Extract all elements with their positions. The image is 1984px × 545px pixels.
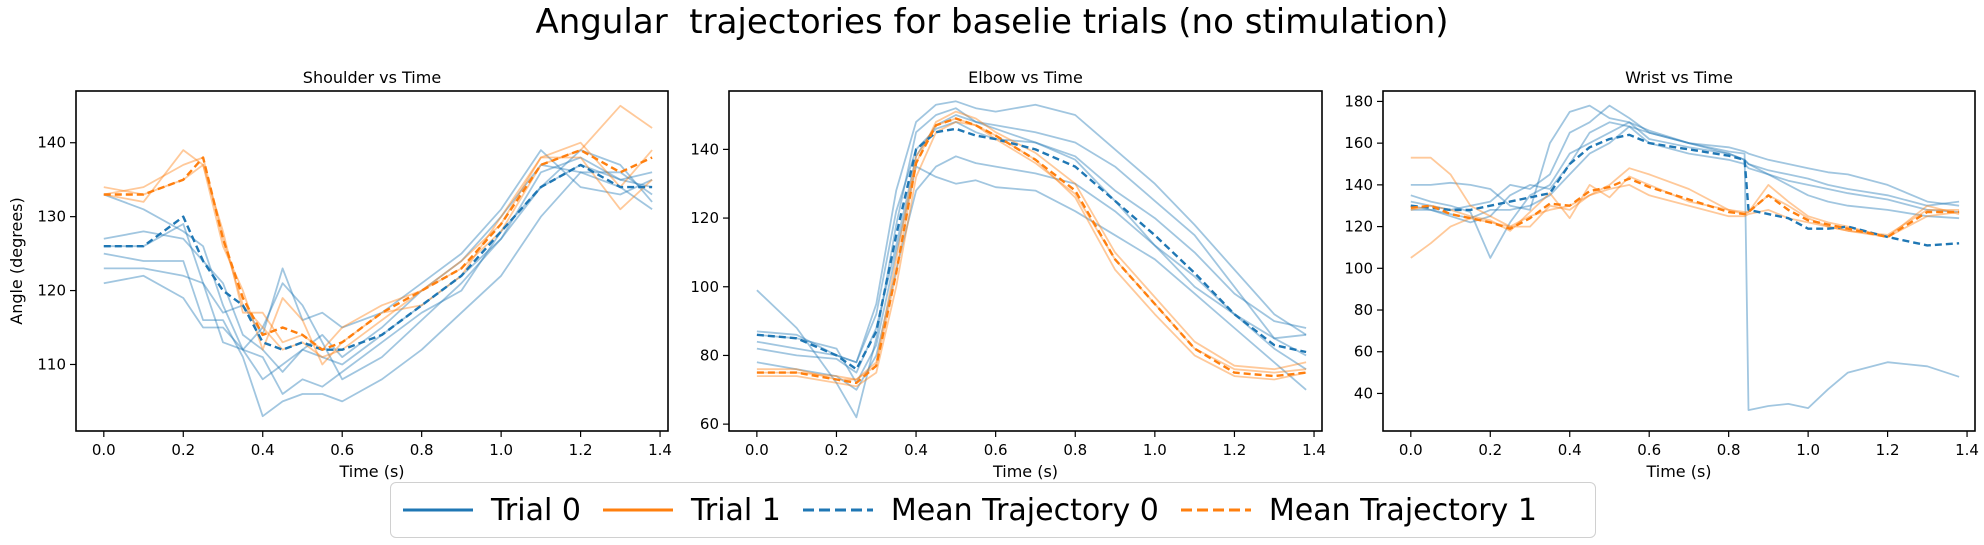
- legend-swatch-trial-1: [602, 508, 673, 512]
- x-tick-label: 1.2: [1223, 441, 1247, 459]
- y-tick-label: 80: [700, 346, 719, 364]
- x-axis-label: Time (s): [992, 462, 1058, 481]
- legend-label: Trial 0: [491, 492, 581, 528]
- mean-line-trial1-10: [103, 148, 653, 351]
- plot-frame: [1382, 90, 1976, 432]
- x-tick-label: 0.8: [410, 441, 434, 459]
- trial-line-trial1-8: [756, 110, 1307, 381]
- x-tick-label: 0.2: [171, 441, 195, 459]
- trial-line-trial0-3: [756, 155, 1307, 391]
- trial-line-trial0-2: [103, 149, 653, 336]
- legend-item-trial-1: Trial 1: [602, 492, 781, 528]
- x-tick-label: 0.4: [904, 441, 928, 459]
- figure-title: Angular trajectories for baselie trials …: [535, 2, 1449, 42]
- trial-line-trial0-2: [1410, 125, 1960, 220]
- y-tick-label: 180: [1344, 92, 1373, 110]
- chart-2: 0.0 0.2 0.4 0.6 0.8 1.0 1.2 1.4 40 60 80 100 120 140 1…: [1344, 68, 1979, 481]
- x-tick-label: 1.0: [1796, 441, 1820, 459]
- x-tick-label: 1.2: [569, 441, 593, 459]
- x-tick-label: 0.2: [1478, 441, 1502, 459]
- mean-line-trial1-10: [756, 117, 1307, 385]
- legend-item-trial-0: Trial 0: [403, 493, 581, 528]
- y-tick-label: 140: [37, 134, 66, 152]
- trial-line-trial1-7: [1410, 175, 1960, 238]
- x-tick-label: 0.6: [330, 441, 354, 459]
- trial-line-trial0-4: [103, 171, 653, 418]
- trial-line-trial0-4: [1410, 104, 1960, 211]
- y-axis-label: Angle (degrees): [7, 197, 26, 325]
- chart-0: 0.0 0.2 0.4 0.6 0.8 1.0 1.2 1.4 110 120 130 140 Shou…: [7, 68, 672, 481]
- x-axis-label: Time (s): [338, 462, 404, 481]
- legend: Trial 0 Trial 1 Mean Trajectory 0 Mean T…: [390, 482, 1596, 538]
- trial-line-trial0-1: [1410, 121, 1960, 259]
- chart-1: 0.0 0.2 0.4 0.6 0.8 1.0 1.2 1.4 60 80 100 120 140 Elb…: [690, 68, 1326, 481]
- y-tick-label: 140: [690, 140, 719, 158]
- trial-line-trial0-1: [756, 100, 1307, 364]
- y-tick-label: 140: [1344, 176, 1373, 194]
- y-tick-label: 100: [1344, 259, 1373, 277]
- x-tick-label: 0.8: [1717, 441, 1741, 459]
- y-tick-label: 110: [37, 355, 66, 373]
- trial-line-trial1-6: [756, 117, 1307, 381]
- trial-line-trial0-0: [1410, 104, 1960, 412]
- legend-item-mean-trajectory-0: Mean Trajectory 0: [802, 492, 1159, 528]
- y-tick-label: 130: [37, 208, 66, 226]
- x-tick-label: 0.0: [1399, 441, 1423, 459]
- y-tick-label: 100: [690, 278, 719, 296]
- x-axis-label: Time (s): [1645, 462, 1711, 481]
- legend-swatch-mean-0: [802, 508, 873, 512]
- trial-line-trial0-2: [756, 114, 1307, 374]
- legend-swatch-trial-0: [403, 508, 473, 512]
- trial-line-trial1-7: [756, 121, 1307, 388]
- trial-line-trial0-0: [756, 107, 1307, 419]
- subplot-title: Wrist vs Time: [1625, 68, 1733, 87]
- x-tick-label: 1.0: [489, 441, 513, 459]
- legend-label: Trial 1: [690, 492, 781, 528]
- subplot-title: Elbow vs Time: [968, 68, 1083, 87]
- x-tick-label: 1.4: [1955, 441, 1979, 459]
- trial-line-trial0-3: [1410, 121, 1960, 224]
- plot-frame: [75, 90, 669, 432]
- x-tick-label: 1.4: [1302, 441, 1326, 459]
- trial-line-trial1-8: [103, 141, 653, 351]
- x-tick-label: 0.4: [1558, 441, 1582, 459]
- trial-line-trial1-7: [103, 149, 653, 366]
- trial-line-trial0-5: [756, 121, 1307, 364]
- mean-line-trial0-9: [756, 127, 1307, 371]
- y-tick-label: 120: [37, 282, 66, 300]
- x-tick-label: 0.6: [984, 441, 1008, 459]
- x-tick-label: 1.2: [1876, 441, 1900, 459]
- mean-line-trial0-8: [1410, 133, 1960, 247]
- y-tick-label: 40: [1354, 384, 1373, 402]
- legend-label: Mean Trajectory 0: [890, 492, 1159, 528]
- trial-line-trial0-0: [103, 156, 653, 381]
- legend-item-mean-trajectory-1: Mean Trajectory 1: [1180, 492, 1537, 528]
- trial-line-trial1-6: [1410, 156, 1960, 236]
- x-tick-label: 1.0: [1143, 441, 1167, 459]
- y-tick-label: 160: [1344, 134, 1373, 152]
- legend-swatch-mean-1: [1180, 508, 1251, 512]
- x-tick-label: 0.4: [251, 441, 275, 459]
- x-tick-label: 0.2: [825, 441, 849, 459]
- y-tick-label: 60: [700, 415, 719, 433]
- y-tick-label: 80: [1354, 301, 1373, 319]
- x-tick-label: 0.6: [1637, 441, 1661, 459]
- x-tick-label: 0.0: [745, 441, 769, 459]
- plot-frame: [728, 90, 1323, 432]
- mean-line-trial1-9: [1410, 177, 1960, 239]
- y-tick-label: 120: [1344, 218, 1373, 236]
- y-tick-label: 60: [1354, 343, 1373, 361]
- x-tick-label: 1.4: [648, 441, 672, 459]
- y-tick-label: 120: [690, 209, 719, 227]
- subplot-title: Shoulder vs Time: [303, 68, 441, 87]
- x-tick-label: 0.8: [1063, 441, 1087, 459]
- x-tick-label: 0.0: [92, 441, 116, 459]
- legend-label: Mean Trajectory 1: [1268, 492, 1537, 528]
